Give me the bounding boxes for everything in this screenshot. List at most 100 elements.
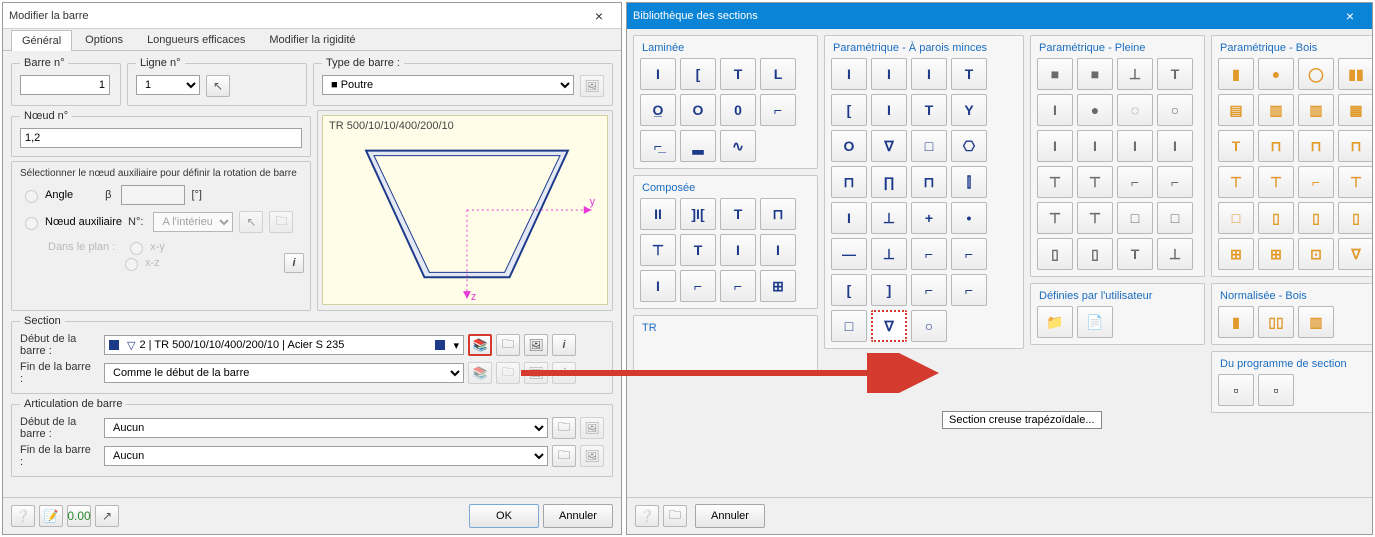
bois-icon-18[interactable]: ▯ — [1298, 202, 1334, 234]
noeud-no-input[interactable] — [20, 128, 302, 148]
bois-icon-12[interactable]: ⊤ — [1218, 166, 1254, 198]
composee-icon-4[interactable]: ⊤ — [640, 234, 676, 266]
lamine-icon-8[interactable]: ⌐̲ — [640, 130, 676, 162]
parois-icon-18[interactable]: + — [911, 202, 947, 234]
composee-icon-11[interactable]: ⊞ — [760, 270, 796, 302]
parois-icon-3[interactable]: T — [951, 58, 987, 90]
bois-icon-21[interactable]: ⊞ — [1258, 238, 1294, 270]
composee-icon-1[interactable]: ]I[ — [680, 198, 716, 230]
bois-icon-22[interactable]: ⊡ — [1298, 238, 1334, 270]
parois-icon-1[interactable]: I — [871, 58, 907, 90]
progsec-icon-0[interactable]: ▫ — [1218, 374, 1254, 406]
bois-icon-19[interactable]: ▯ — [1338, 202, 1372, 234]
normbois-icon-2[interactable]: ▥ — [1298, 306, 1334, 338]
ligne-no-select[interactable]: 1 — [136, 75, 200, 95]
lamine-icon-4[interactable]: O̲ — [640, 94, 676, 126]
angle-radio[interactable]: Angle — [20, 187, 73, 203]
bois-icon-6[interactable]: ▥ — [1298, 94, 1334, 126]
bois-icon-16[interactable]: □ — [1218, 202, 1254, 234]
bois-icon-13[interactable]: ⊤ — [1258, 166, 1294, 198]
composee-icon-9[interactable]: ⌐ — [680, 270, 716, 302]
parois-icon-13[interactable]: ∏ — [871, 166, 907, 198]
bois-icon-10[interactable]: ⊓ — [1298, 130, 1334, 162]
parois-icon-27[interactable]: ⌐ — [951, 274, 987, 306]
parois-icon-17[interactable]: ⊥ — [871, 202, 907, 234]
pleine-icon-5[interactable]: ● — [1077, 94, 1113, 126]
parois-icon-4[interactable]: [ — [831, 94, 867, 126]
tab-general[interactable]: Général — [11, 30, 72, 51]
section-fin-select[interactable]: Comme le début de la barre — [104, 363, 464, 383]
library-button[interactable]: 📚 — [468, 334, 492, 356]
parois-icon-16[interactable]: I — [831, 202, 867, 234]
bois-icon-5[interactable]: ▥ — [1258, 94, 1294, 126]
parois-icon-12[interactable]: ⊓ — [831, 166, 867, 198]
bois-icon-15[interactable]: ⊤ — [1338, 166, 1372, 198]
parois-icon-14[interactable]: ⊓ — [911, 166, 947, 198]
composee-icon-8[interactable]: I — [640, 270, 676, 302]
tab-stiffness[interactable]: Modifier la rigidité — [258, 29, 366, 50]
parois-icon-7[interactable]: Y — [951, 94, 987, 126]
pleine-icon-13[interactable]: ⊤ — [1077, 166, 1113, 198]
pleine-icon-1[interactable]: ■ — [1077, 58, 1113, 90]
parois-icon-15[interactable]: ⫿ — [951, 166, 987, 198]
parois-icon-30[interactable]: ○ — [911, 310, 947, 342]
parois-icon-19[interactable]: • — [951, 202, 987, 234]
lib-help-icon[interactable]: ❔ — [635, 505, 659, 527]
pleine-icon-6[interactable]: ◌ — [1117, 94, 1153, 126]
help-icon[interactable]: ❔ — [11, 505, 35, 527]
pleine-icon-19[interactable]: □ — [1157, 202, 1193, 234]
bois-icon-4[interactable]: ▤ — [1218, 94, 1254, 126]
pleine-icon-18[interactable]: □ — [1117, 202, 1153, 234]
progsec-icon-1[interactable]: ▫ — [1258, 374, 1294, 406]
section-new-icon[interactable]: 🗀 — [496, 334, 520, 356]
window2-close-icon[interactable]: × — [1334, 8, 1366, 24]
parois-icon-24[interactable]: [ — [831, 274, 867, 306]
bois-icon-1[interactable]: ● — [1258, 58, 1294, 90]
parois-icon-23[interactable]: ⌐ — [951, 238, 987, 270]
tab-options[interactable]: Options — [74, 29, 134, 50]
bois-icon-7[interactable]: ▦ — [1338, 94, 1372, 126]
pleine-icon-8[interactable]: I — [1037, 130, 1073, 162]
userdef-icon-0[interactable]: 📁 — [1037, 306, 1073, 338]
lamine-icon-5[interactable]: O — [680, 94, 716, 126]
artic-fin-new-icon[interactable]: 🗀 — [552, 445, 576, 467]
lib-folder-icon[interactable]: 🗀 — [663, 505, 687, 527]
barre-no-input[interactable] — [20, 75, 110, 95]
normbois-icon-0[interactable]: ▮ — [1218, 306, 1254, 338]
pleine-icon-14[interactable]: ⌐ — [1117, 166, 1153, 198]
section-edit-icon[interactable]: 🖼 — [524, 334, 548, 356]
lamine-icon-0[interactable]: I — [640, 58, 676, 90]
parois-icon-10[interactable]: □ — [911, 130, 947, 162]
pleine-icon-23[interactable]: ⊥ — [1157, 238, 1193, 270]
parois-icon-22[interactable]: ⌐ — [911, 238, 947, 270]
pleine-icon-22[interactable]: T — [1117, 238, 1153, 270]
rotation-info-icon[interactable]: i — [284, 253, 304, 273]
composee-icon-0[interactable]: II — [640, 198, 676, 230]
bois-icon-11[interactable]: ⊓ — [1338, 130, 1372, 162]
parois-icon-6[interactable]: T — [911, 94, 947, 126]
bois-icon-17[interactable]: ▯ — [1258, 202, 1294, 234]
lib-cancel-button[interactable]: Annuler — [695, 504, 765, 528]
bois-icon-8[interactable]: T — [1218, 130, 1254, 162]
artic-fin-select[interactable]: Aucun — [104, 446, 548, 466]
lamine-icon-9[interactable]: ▂ — [680, 130, 716, 162]
pleine-icon-10[interactable]: I — [1117, 130, 1153, 162]
composee-icon-7[interactable]: I — [760, 234, 796, 266]
pleine-icon-15[interactable]: ⌐ — [1157, 166, 1193, 198]
pleine-icon-7[interactable]: ○ — [1157, 94, 1193, 126]
footer-icon-2[interactable]: 📝 — [39, 505, 63, 527]
artic-debut-select[interactable]: Aucun — [104, 418, 548, 438]
footer-icon-4[interactable]: ↗ — [95, 505, 119, 527]
composee-icon-5[interactable]: T — [680, 234, 716, 266]
aux-node-radio[interactable]: Nœud auxiliaire — [20, 214, 122, 230]
bois-icon-20[interactable]: ⊞ — [1218, 238, 1254, 270]
parois-icon-5[interactable]: I — [871, 94, 907, 126]
section-info-icon[interactable]: i — [552, 334, 576, 356]
section-debut-field[interactable]: ▽ 2 | TR 500/10/10/400/200/10 | Acier S … — [104, 335, 464, 355]
tab-lengths[interactable]: Longueurs efficaces — [136, 29, 256, 50]
lamine-icon-10[interactable]: ∿ — [720, 130, 756, 162]
normbois-icon-1[interactable]: ▯▯ — [1258, 306, 1294, 338]
pleine-icon-20[interactable]: ▯ — [1037, 238, 1073, 270]
pleine-icon-12[interactable]: ⊤ — [1037, 166, 1073, 198]
parois-icon-8[interactable]: O — [831, 130, 867, 162]
